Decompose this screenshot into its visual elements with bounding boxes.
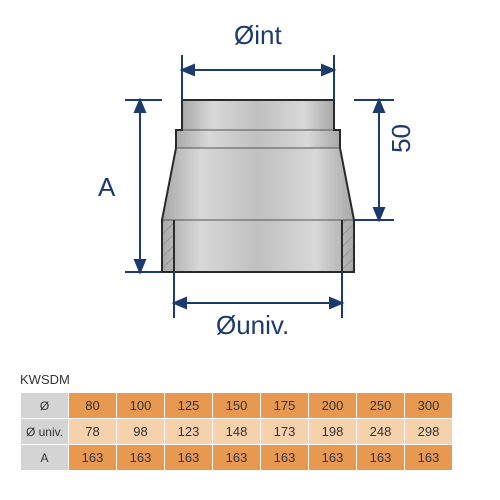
table-cell: 163 — [261, 445, 309, 471]
table-cell: 163 — [309, 445, 357, 471]
table-cell: 163 — [213, 445, 261, 471]
table-cell: 163 — [69, 445, 117, 471]
table-cell: 163 — [117, 445, 165, 471]
table-cell: 163 — [357, 445, 405, 471]
table-cell: 163 — [165, 445, 213, 471]
table-cell: 78 — [69, 419, 117, 445]
technical-diagram: Øint Øuniv. A 50 — [0, 0, 500, 370]
part-body — [162, 100, 354, 272]
table-cell: 200 — [309, 393, 357, 419]
row-header: Ø univ. — [21, 419, 69, 445]
label-top: Øint — [234, 20, 282, 51]
table-cell: 123 — [165, 419, 213, 445]
table-cell: 98 — [117, 419, 165, 445]
table-cell: 298 — [405, 419, 453, 445]
table-cell: 100 — [117, 393, 165, 419]
table-cell: 148 — [213, 419, 261, 445]
table-cell: 248 — [357, 419, 405, 445]
table-cell: 150 — [213, 393, 261, 419]
table-cell: 125 — [165, 393, 213, 419]
table-cell: 175 — [261, 393, 309, 419]
dim-right — [354, 100, 394, 220]
table-cell: 173 — [261, 419, 309, 445]
dim-top — [182, 55, 334, 100]
row-header: Ø — [21, 393, 69, 419]
table-cell: 80 — [69, 393, 117, 419]
spec-table: Ø80100125150175200250300 Ø univ.789812314… — [20, 392, 453, 471]
label-right: 50 — [386, 124, 417, 153]
dim-left — [125, 100, 162, 272]
table-cell: 300 — [405, 393, 453, 419]
row-header: A — [21, 445, 69, 471]
table-cell: 163 — [405, 445, 453, 471]
label-bottom: Øuniv. — [216, 310, 289, 341]
table-cell: 198 — [309, 419, 357, 445]
label-left: A — [98, 172, 115, 203]
table-title: KWSDM — [20, 372, 70, 387]
table-cell: 250 — [357, 393, 405, 419]
